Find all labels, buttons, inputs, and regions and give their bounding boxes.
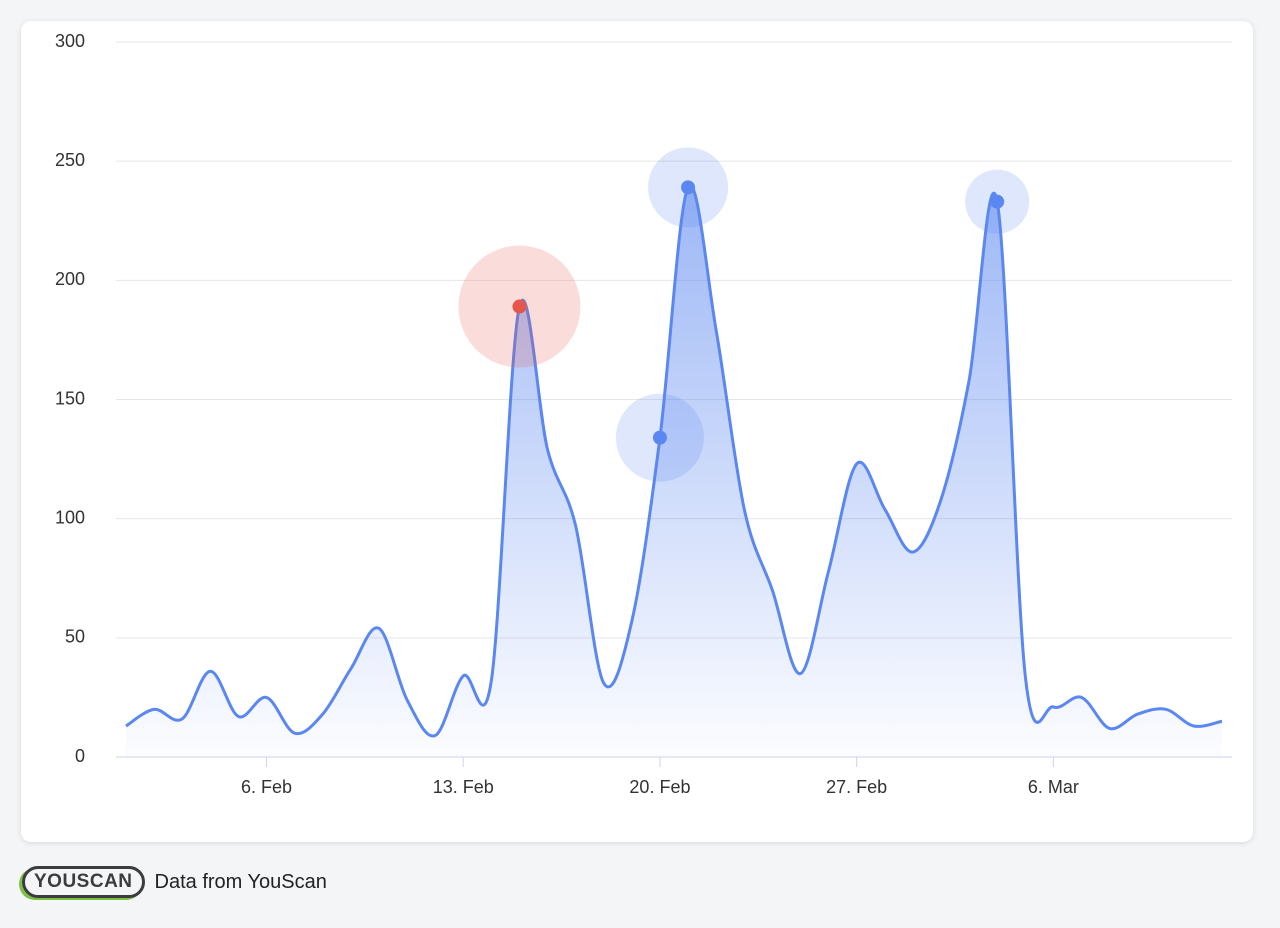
highlight-point [990,194,1005,209]
highlight-point [681,180,696,195]
footer-text: Data from YouScan [154,870,327,893]
x-tick-label: 6. Mar [1028,777,1079,797]
y-tick-label: 0 [75,746,85,766]
footer: YOUSCAN Data from YouScan [22,862,327,902]
logo: YOUSCAN [22,866,145,898]
y-tick-label: 250 [55,150,85,170]
x-tick-label: 27. Feb [826,777,887,797]
y-tick-label: 150 [55,388,85,408]
y-tick-label: 100 [55,507,85,527]
chart: 0 50 100 150 200 250 300 6. Feb 13. Feb 20. Feb 27… [55,31,1232,797]
x-tick-label: 20. Feb [629,777,690,797]
y-tick-label: 200 [55,269,85,289]
highlight-point [512,299,527,314]
x-tick-label: 6. Feb [241,777,292,797]
y-tick-label: 300 [55,31,85,51]
area [126,185,1222,757]
x-tick-label: 13. Feb [433,777,494,797]
y-tick-label: 50 [65,627,85,647]
highlight-point [652,430,667,445]
